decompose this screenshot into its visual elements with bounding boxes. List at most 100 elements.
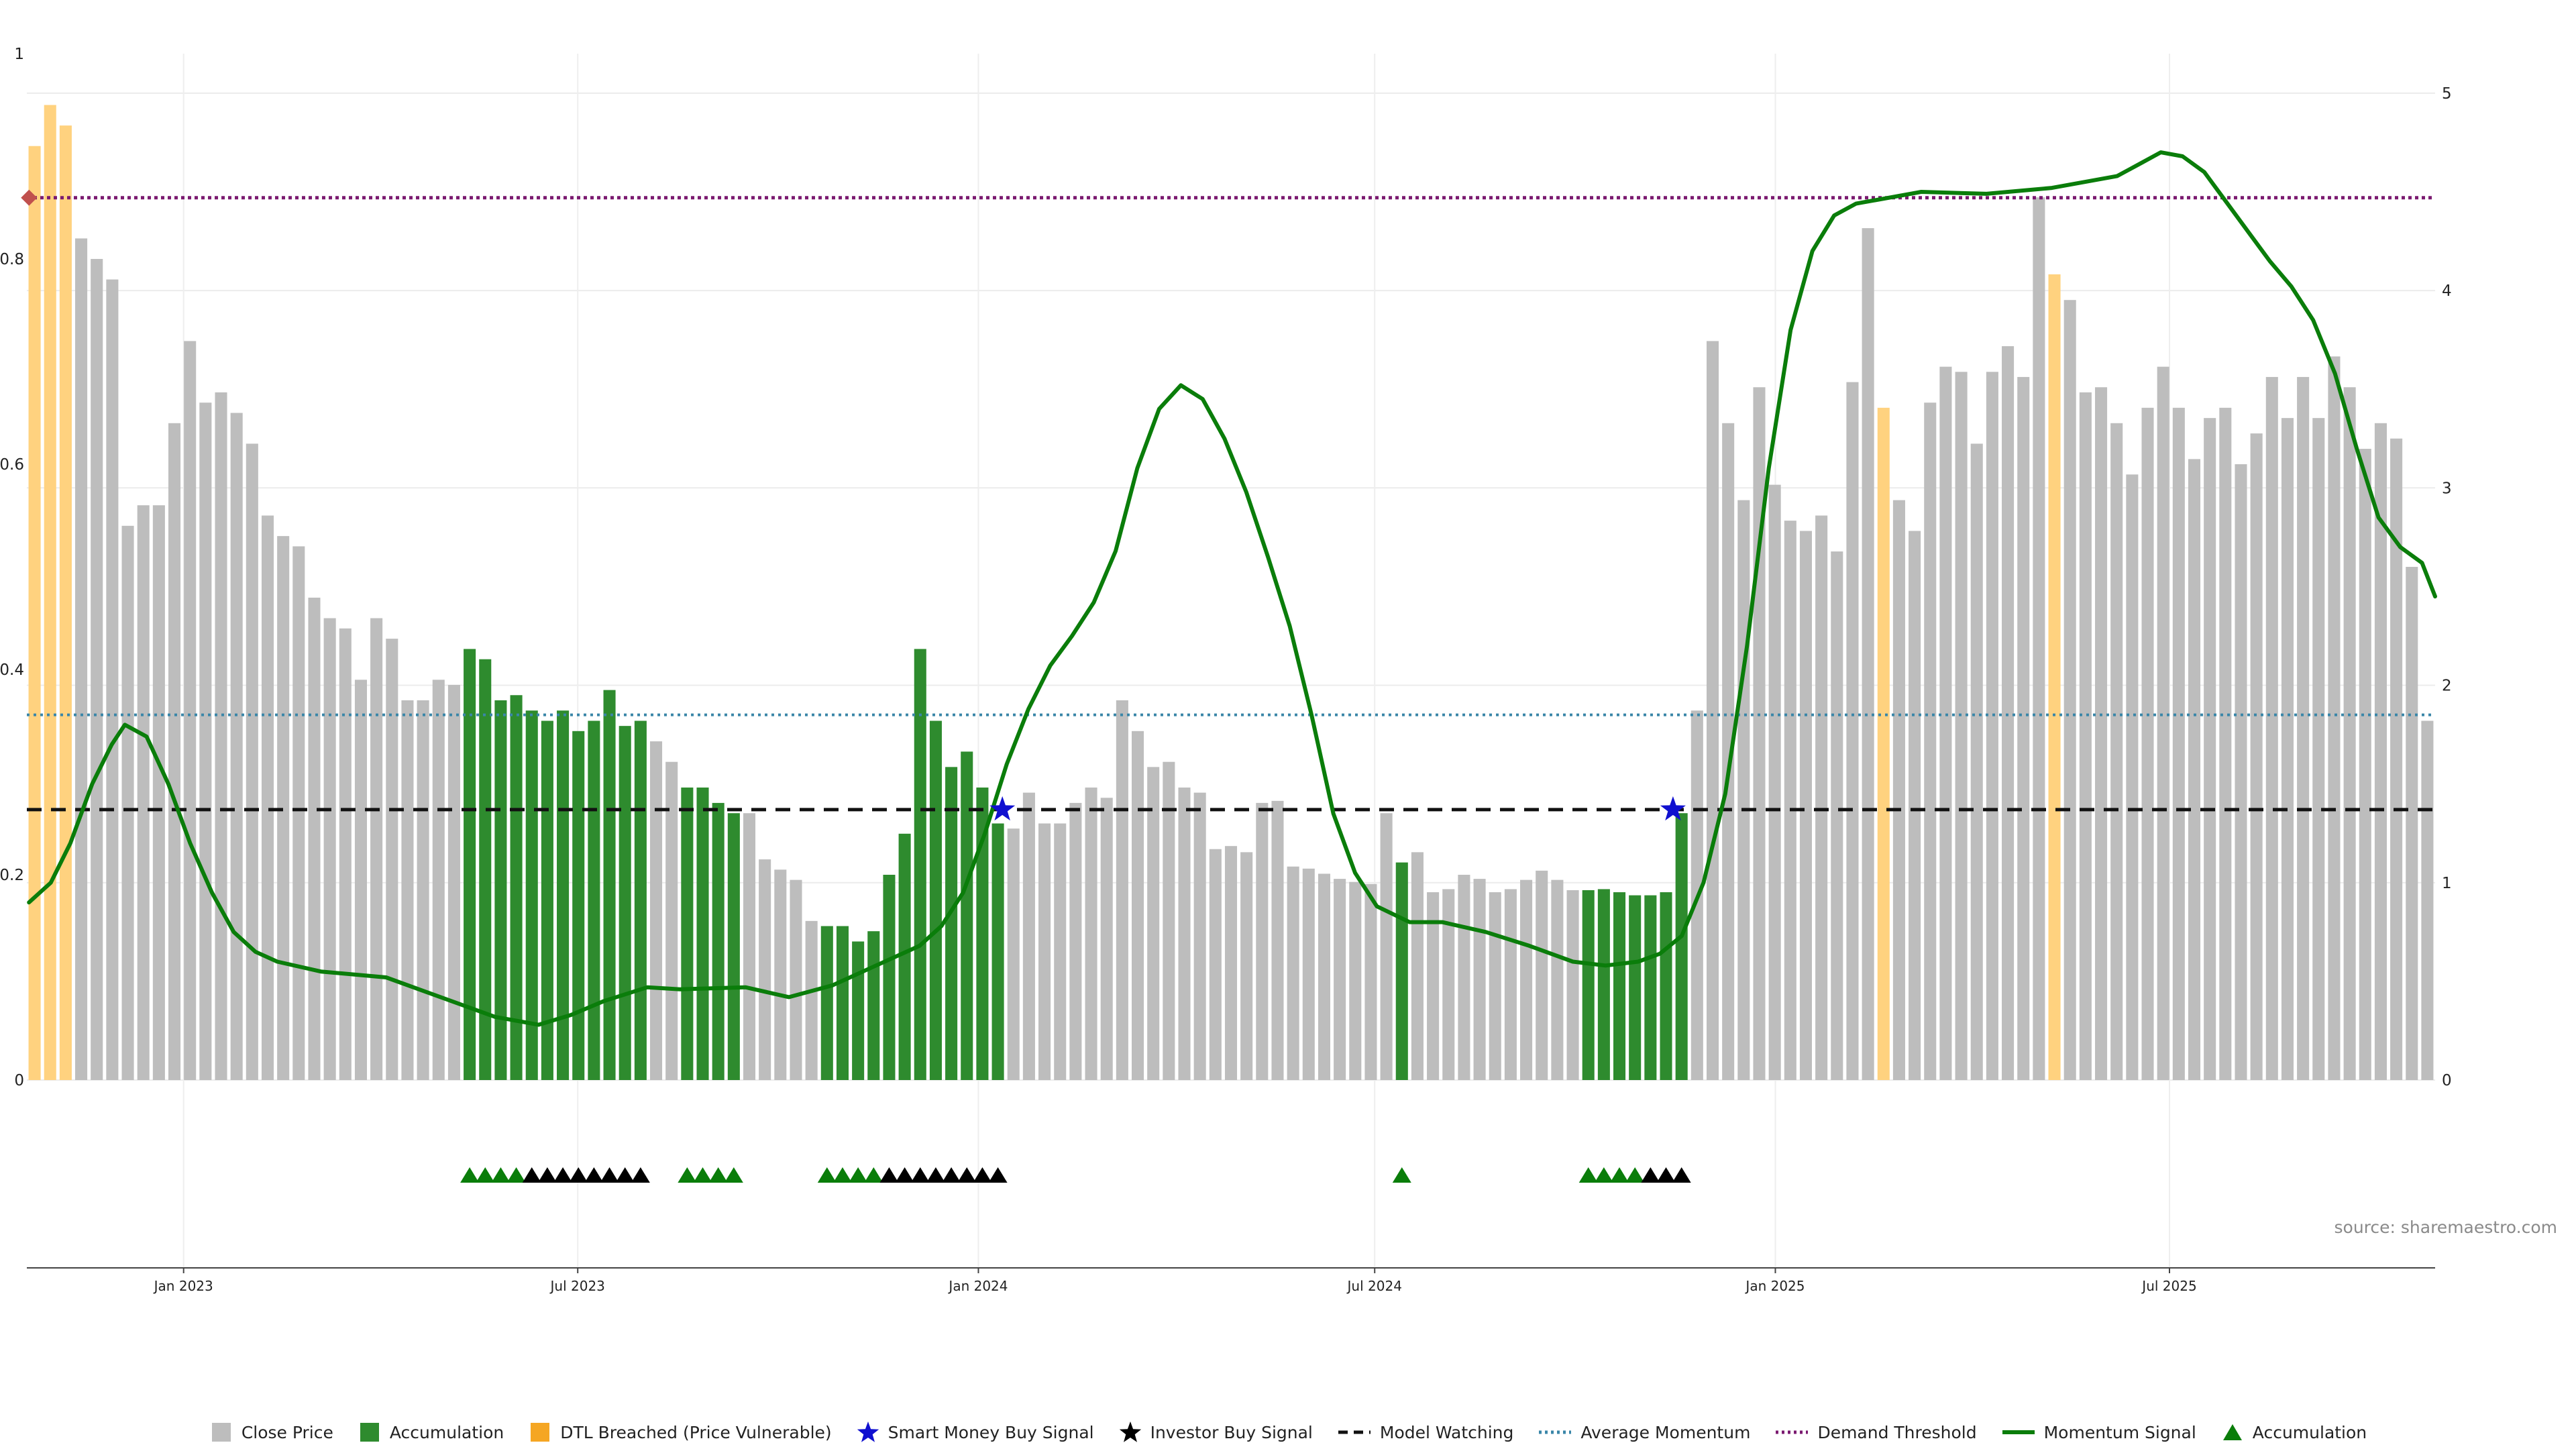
close-price-bar <box>2328 356 2341 1080</box>
legend-swatch <box>211 1423 231 1442</box>
accumulation-triangle <box>491 1167 511 1183</box>
legend-item: Investor Buy Signal <box>1118 1420 1313 1444</box>
close-price-bar <box>261 515 274 1080</box>
close-price-bar <box>277 536 290 1080</box>
legend-star <box>857 1421 879 1442</box>
source-note: source: sharemaestro.com <box>2334 1218 2558 1237</box>
accumulation-bar <box>479 659 492 1080</box>
close-price-bar <box>1566 890 1579 1080</box>
accumulation-triangle <box>1594 1167 1613 1183</box>
investor-buy-triangle <box>895 1167 914 1183</box>
legend-symbol-star <box>857 1421 879 1442</box>
close-price-bar <box>417 700 429 1080</box>
close-price-bar <box>1302 868 1315 1080</box>
legend-item: Demand Threshold <box>1774 1420 1977 1444</box>
demand-threshold-diamond <box>21 189 38 206</box>
accumulation-bar <box>852 941 865 1080</box>
close-price-bar <box>1163 761 1175 1080</box>
investor-buy-triangle <box>553 1167 573 1183</box>
left-tick-label: 0.6 <box>0 456 24 474</box>
close-price-bar <box>1380 813 1393 1080</box>
close-price-bar <box>2297 376 2310 1081</box>
close-price-bar <box>1955 372 1968 1080</box>
close-price-bar <box>2110 423 2123 1080</box>
left-tick-label: 0.4 <box>0 661 24 679</box>
close-price-bar <box>2033 197 2045 1081</box>
close-price-bar <box>2188 459 2201 1080</box>
legend-label: Demand Threshold <box>1817 1422 1977 1442</box>
price-bars <box>28 105 2434 1081</box>
close-price-bar <box>2002 346 2015 1080</box>
close-price-bar <box>432 680 445 1080</box>
close-price-bar <box>75 238 88 1080</box>
close-price-bar <box>2359 449 2371 1080</box>
close-price-bar <box>1924 402 1937 1080</box>
dtl-breached-bar <box>1877 407 1890 1080</box>
accumulation-bar <box>603 690 616 1080</box>
close-price-bar <box>1473 879 1486 1080</box>
accumulation-bar <box>572 731 585 1080</box>
close-price-bar <box>2172 407 2185 1080</box>
legend-item: Close Price <box>209 1420 333 1444</box>
accumulation-bar <box>1660 892 1672 1080</box>
close-price-bar <box>2017 376 2030 1081</box>
close-price-bar <box>1536 870 1548 1080</box>
momentum-signal-line <box>27 150 2437 1027</box>
accumulation-bar <box>727 813 740 1080</box>
x-tick-label: Jan 2024 <box>947 1278 1008 1294</box>
close-price-bar <box>1364 883 1377 1080</box>
close-price-bar <box>2219 407 2232 1080</box>
accumulation-bar <box>914 649 926 1080</box>
close-price-bar <box>1209 849 1222 1080</box>
close-price-bar <box>1784 521 1796 1080</box>
right-tick-label: 0 <box>2442 1072 2452 1089</box>
legend-label: Accumulation <box>389 1422 504 1442</box>
close-price-bar <box>401 700 414 1080</box>
legend-label: Investor Buy Signal <box>1150 1422 1313 1442</box>
legend-symbol-triangle <box>2222 1424 2242 1440</box>
close-price-bar <box>1862 228 1874 1081</box>
close-price-bar <box>1178 787 1191 1080</box>
legend-symbol-star <box>1119 1421 1141 1442</box>
right-tick-label: 5 <box>2442 85 2452 103</box>
close-price-bar <box>1085 787 1097 1080</box>
close-price-bar <box>292 546 305 1080</box>
close-price-bar <box>2141 407 2154 1080</box>
accumulation-triangle <box>506 1167 526 1183</box>
close-price-bar <box>1831 551 1843 1080</box>
dtl-breached-bar <box>59 125 72 1081</box>
accumulation-triangle <box>1392 1167 1411 1183</box>
close-price-bar <box>308 597 321 1080</box>
investor-buy-triangle <box>600 1167 619 1183</box>
close-price-bar <box>1520 879 1533 1080</box>
close-price-bar <box>2406 567 2418 1080</box>
close-price-bar <box>1706 341 1719 1080</box>
accumulation-bar <box>510 695 523 1080</box>
legend-label: Average Momentum <box>1580 1422 1751 1442</box>
close-price-bar <box>2374 423 2387 1080</box>
legend-symbol-line <box>2002 1430 2035 1434</box>
close-price-bar <box>246 443 258 1080</box>
close-price-bar <box>805 920 818 1080</box>
close-price-bar <box>1815 515 1828 1080</box>
legend-symbol-dot <box>1539 1430 1572 1434</box>
signal-lines <box>27 150 2437 1027</box>
legend-item: Smart Money Buy Signal <box>856 1420 1094 1444</box>
legend-item: Average Momentum <box>1538 1420 1750 1444</box>
close-price-bar <box>386 639 398 1080</box>
close-price-bar <box>743 813 756 1080</box>
close-price-bar <box>774 869 787 1080</box>
investor-buy-triangle <box>1641 1167 1660 1183</box>
accumulation-triangle <box>724 1167 743 1183</box>
close-price-bar <box>1349 881 1362 1080</box>
close-price-bar <box>2204 418 2216 1080</box>
investor-buy-triangle <box>942 1167 961 1183</box>
legend-swatch <box>531 1423 550 1442</box>
accumulation-bar <box>961 751 973 1080</box>
accumulation-triangle <box>708 1167 728 1183</box>
legend-label: Model Watching <box>1379 1422 1514 1442</box>
accumulation-triangle <box>693 1167 712 1183</box>
investor-buy-triangle <box>957 1167 977 1183</box>
accumulation-bar <box>494 700 507 1080</box>
legend-label: DTL Breached (Price Vulnerable) <box>560 1422 832 1442</box>
